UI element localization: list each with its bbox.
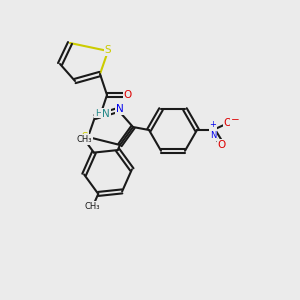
Text: N: N (102, 109, 110, 119)
Text: O: O (124, 90, 132, 100)
Text: N: N (116, 104, 124, 114)
Text: O: O (224, 118, 232, 128)
Text: +
N: + N (210, 120, 216, 140)
Text: S: S (82, 132, 88, 142)
Text: O: O (218, 140, 226, 150)
Text: −: − (231, 115, 239, 125)
Text: H: H (94, 109, 101, 118)
Text: CH₃: CH₃ (84, 202, 100, 211)
Text: CH₃: CH₃ (77, 135, 92, 144)
Text: S: S (105, 45, 111, 55)
